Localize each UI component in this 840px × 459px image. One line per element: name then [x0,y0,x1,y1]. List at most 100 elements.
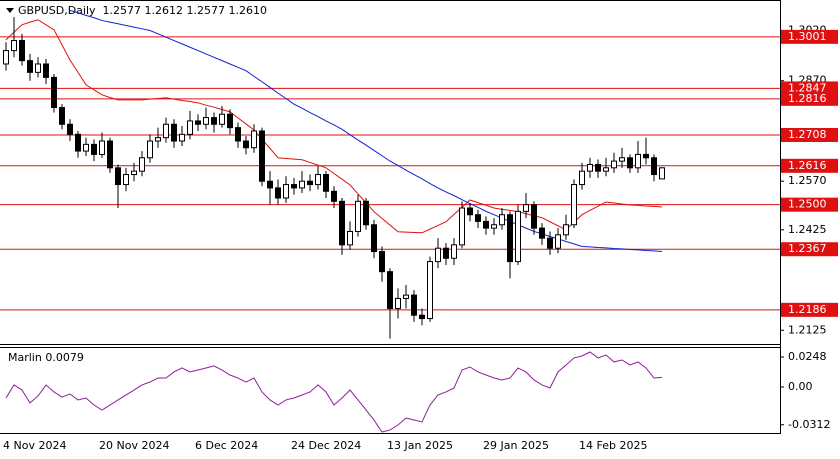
y-tick-label: 0.00 [788,380,813,393]
candle-body [155,137,161,142]
indicator-line [5,351,663,433]
candle-body [579,170,585,186]
candle-body [35,63,41,73]
frame [0,0,781,434]
candle-body [275,187,281,199]
y-tick-label: 0.0248 [788,350,827,363]
candle-body [627,157,633,169]
candle-body [611,160,617,169]
candle-body [91,143,97,155]
moving-average [69,9,663,253]
x-tick-label: 29 Jan 2025 [483,439,549,452]
candle-body [99,140,105,155]
x-tick-label: 20 Nov 2024 [99,439,169,452]
moving-average [5,19,663,234]
candle-body [555,234,561,249]
candle-body [547,237,553,249]
candle-body [179,133,185,142]
candle-body [251,130,257,149]
level-label: 1.3001 [788,30,827,43]
candle-body [123,174,129,186]
candle-body [211,117,217,125]
candle-body [227,113,233,129]
level-label-box [781,197,838,212]
candle-body [323,174,329,192]
candle-body [131,170,137,176]
candle-body [571,184,577,226]
candle-body [163,123,169,139]
candle-body [307,180,313,186]
level-label: 1.2616 [788,159,827,172]
candle-body [19,40,25,62]
candle-body [635,153,641,169]
candle-body [355,200,361,232]
candle-body [291,184,297,189]
candle-body [499,214,505,226]
candle-body [299,180,305,189]
candle-body [539,227,545,239]
level-label: 1.2500 [788,198,827,211]
candle-body [27,60,33,73]
candle-body [195,120,201,125]
level-label-box [781,302,838,317]
candle-body [107,140,113,169]
candle-body [419,314,425,320]
y-tick-label: 1.2570 [788,174,827,187]
y-tick-label: -0.0312 [788,418,830,431]
candle-body [659,167,665,180]
candle-body [651,157,657,176]
level-label-box [781,29,838,44]
candle-body [427,261,433,320]
level-label-box [781,127,838,142]
candle-body [603,167,609,172]
candle-body [235,127,241,142]
candle-body [459,207,465,246]
candle-body [339,200,345,246]
candle-body [315,174,321,186]
candle-body [443,247,449,259]
candle-body [3,50,9,65]
level-label: 1.2816 [788,92,827,105]
level-label-box [781,158,838,173]
candle-body [515,210,521,263]
candle-body [483,220,489,229]
candle-body [139,157,145,172]
candle-body [267,180,273,189]
candle-body [75,133,81,152]
candle-body [563,224,569,236]
candle-body [587,163,593,172]
candle-body [67,123,73,135]
candle-body [379,251,385,273]
candle-body [371,224,377,253]
y-tick-label: 1.2425 [788,223,827,236]
candle-body [475,214,481,222]
candle-body [59,107,65,125]
candle-body [259,130,265,182]
candle-body [83,143,89,152]
candle-body [595,163,601,172]
candle-body [451,244,457,259]
level-label-box [781,91,838,106]
candle-body [219,113,225,125]
x-tick-label: 4 Nov 2024 [3,439,66,452]
level-label: 1.2847 [788,81,827,94]
candle-body [491,224,497,229]
candle-body [643,153,649,159]
candle-body [51,76,57,109]
candle-body [347,230,353,246]
candle-body [43,63,49,78]
candle-body [11,40,17,52]
candle-body [115,167,121,186]
menu-icon [6,8,14,13]
candle-body [363,200,369,226]
level-label: 1.2367 [788,242,827,255]
candle-body [403,294,409,299]
x-tick-label: 24 Dec 2024 [291,439,361,452]
candle-body [467,207,473,216]
level-label: 1.2708 [788,128,827,141]
candle-body [531,204,537,229]
x-tick-label: 13 Jan 2025 [387,439,453,452]
candle-body [507,214,513,263]
